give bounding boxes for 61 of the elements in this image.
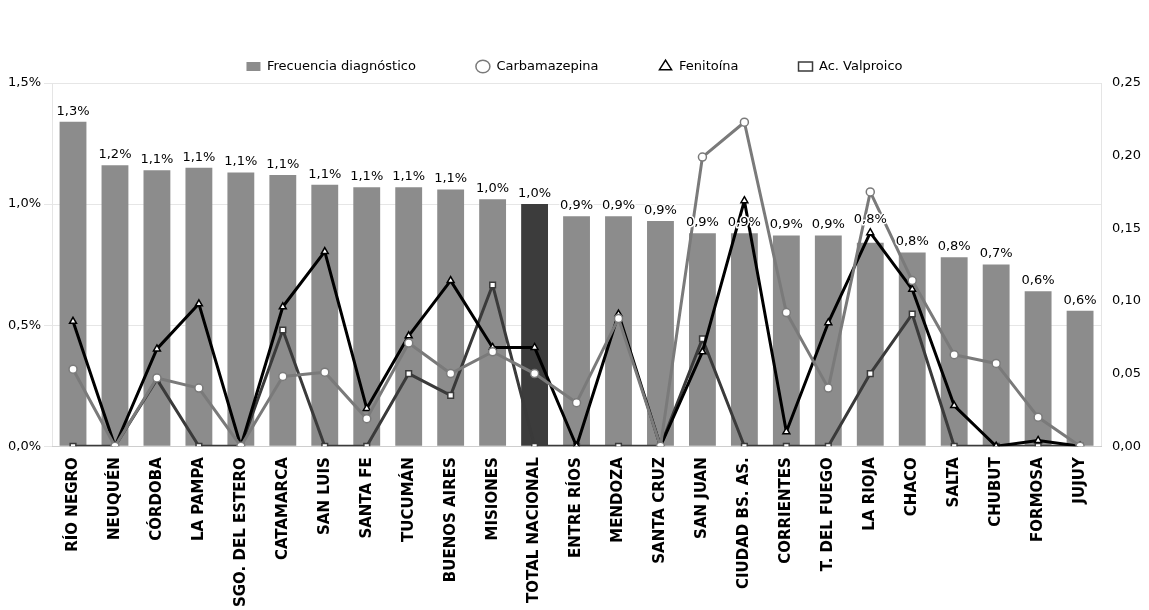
y2-tick-label: 0,00: [1112, 437, 1142, 453]
y-tick-label: 1,0%: [8, 195, 42, 211]
x-tick-label: SANTA FE: [356, 457, 375, 539]
x-tick-label: TOTAL NACIONAL: [524, 456, 543, 603]
data-label: 1,2%: [98, 146, 132, 162]
x-tick-label: TUCUMÁN: [397, 457, 417, 542]
x-tick-label: SGO. DEL ESTERO: [230, 457, 249, 607]
y2-tick-label: 0,20: [1112, 147, 1142, 163]
x-tick-label: MENDOZA: [608, 456, 627, 543]
data-label: 1,1%: [350, 168, 384, 183]
y2-tick-label: 0,25: [1112, 74, 1142, 90]
x-tick-label: SAN JUAN: [692, 457, 711, 539]
x-tick-label: MISIONES: [482, 457, 501, 541]
data-label: 0,9%: [811, 216, 845, 232]
data-label: 1,1%: [434, 170, 468, 186]
x-tick-label: FORMOSA: [1028, 456, 1046, 542]
data-label: 1,1%: [224, 153, 258, 169]
legend-label: Fenitoína: [679, 57, 739, 73]
data-label: 0,8%: [895, 233, 929, 249]
data-label: 0,9%: [643, 201, 677, 217]
x-tick-label: NEUQUÉN: [103, 457, 123, 540]
x-tick-label: BUENOS AIRES: [440, 457, 459, 583]
x-tick-label: ENTRE RÍOS: [565, 457, 585, 558]
x-tick-label: RÍO NEGRO: [61, 457, 81, 552]
y2-tick-label: 0,15: [1112, 219, 1142, 235]
y-tick-label: 0,5%: [8, 316, 42, 332]
x-tick-label: CORRIENTES: [776, 457, 795, 564]
y2-tick-label: 0,10: [1112, 292, 1142, 308]
x-tick-label: LA RIOJA: [860, 456, 879, 531]
data-label: 1,1%: [140, 151, 174, 167]
x-tick-label: SAN LUIS: [314, 457, 333, 536]
data-label: 0,9%: [601, 197, 636, 213]
x-tick-label: JUJUY: [1069, 456, 1088, 505]
data-label: 0,9%: [769, 216, 803, 232]
data-label: 0,7%: [979, 245, 1013, 261]
x-tick-label: CHACO: [902, 457, 921, 517]
data-label: 0,8%: [937, 238, 971, 254]
x-tick-label: SALTA: [944, 456, 963, 508]
y-tick-label: 0,0%: [8, 437, 42, 453]
x-tick-label: LA PAMPA: [188, 456, 207, 542]
data-label: 0,6%: [1063, 291, 1097, 307]
legend-label: Frecuencia diagnóstico: [266, 57, 416, 73]
x-tick-label: CIUDAD BS. AS.: [734, 457, 753, 590]
x-tick-label: CATAMARCA: [272, 456, 291, 561]
data-label: 1,1%: [308, 165, 342, 181]
data-label: 1,1%: [182, 148, 216, 164]
y2-tick-label: 0,05: [1112, 364, 1142, 380]
legend-label: Ac. Valproico: [819, 57, 903, 73]
legend-label: Carbamazepina: [496, 57, 599, 73]
data-label: 1,0%: [518, 184, 552, 200]
x-tick-label: SANTA CRUZ: [650, 457, 669, 564]
x-tick-label: T. DEL FUEGO: [818, 457, 837, 572]
data-label: 1,0%: [476, 180, 510, 196]
data-label: 1,1%: [266, 155, 300, 171]
data-label: 0,6%: [1021, 272, 1055, 288]
data-label: 1,3%: [56, 102, 90, 118]
data-label: 1,1%: [392, 168, 426, 183]
data-label: 0,9%: [560, 197, 594, 213]
y-tick-label: 1,5%: [8, 74, 42, 90]
x-tick-label: CHUBUT: [986, 456, 1005, 527]
x-tick-label: CÓRDOBA: [145, 456, 165, 541]
